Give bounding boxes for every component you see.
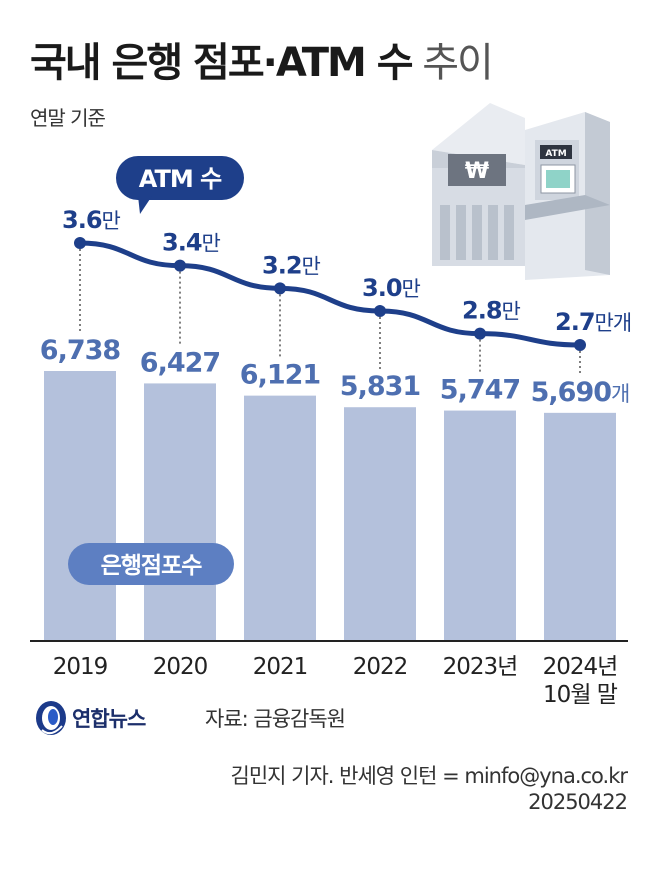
yonhap-logo-icon: [36, 701, 66, 735]
bar-value-label: 5,690개: [531, 377, 630, 408]
bar: [244, 395, 316, 640]
atm-value-label: 2.8만: [462, 297, 521, 325]
bar-value-label: 6,738: [40, 335, 121, 366]
bar-value-label: 5,831: [340, 371, 420, 402]
svg-text:ATM: ATM: [545, 149, 566, 159]
atm-point: [274, 282, 286, 295]
x-tick-label: 2019: [53, 654, 108, 680]
title-suffix: 추이: [422, 40, 494, 86]
atm-point: [374, 305, 386, 317]
page-subtitle: 연말 기준: [30, 106, 106, 130]
title-main: 국내 은행 점포·ATM 수: [30, 40, 414, 86]
credit-line: 김민지 기자. 반세영 인턴 = minfo@yna.co.kr: [230, 764, 628, 788]
logo-text: 연합뉴스: [72, 707, 146, 731]
atm-series-line: [77, 240, 583, 348]
atm-point: [74, 237, 86, 249]
atm-value-label: 2.7만개: [555, 308, 631, 336]
bar: [144, 383, 216, 640]
bar-value-label: 6,121: [240, 360, 320, 391]
atm-point: [574, 339, 586, 351]
source-note: 자료: 금융감독원: [205, 707, 346, 731]
bar-value-label: 5,747: [440, 375, 520, 406]
yonhap-logo: 연합뉴스: [34, 698, 146, 738]
x-tick-label: 2020: [153, 654, 208, 680]
x-tick-label: 10월 말: [543, 682, 618, 708]
bar: [44, 371, 116, 640]
atm-point: [174, 259, 186, 272]
bar-value-label: 6,427: [140, 347, 220, 378]
x-tick-label: 2021: [253, 654, 308, 680]
bar: [544, 412, 616, 640]
atm-value-label: 3.4만: [162, 229, 221, 257]
x-tick-label: 2023년: [443, 654, 518, 680]
svg-text:₩: ₩: [465, 159, 489, 184]
atm-legend-pointer: [138, 196, 152, 214]
bar: [344, 407, 416, 640]
page-title: 국내 은행 점포·ATM 수 추이: [30, 30, 494, 88]
branch-legend-pill: [68, 543, 234, 585]
x-tick-label: 2022: [353, 654, 408, 680]
atm-illustration-icon: ₩ ATM: [432, 103, 610, 280]
atm-value-label: 3.0만: [362, 274, 421, 302]
atm-value-label: 3.2만: [262, 251, 321, 279]
bar: [444, 410, 516, 640]
atm-legend-label: ATM 수: [139, 165, 222, 193]
atm-value-label: 3.6만: [62, 206, 121, 234]
branch-legend-label: 은행점포수: [101, 553, 203, 579]
atm-legend-pill: [116, 156, 244, 200]
atm-point: [474, 327, 486, 340]
x-tick-label: 2024년: [543, 654, 618, 680]
publish-date: 20250422: [528, 790, 628, 814]
